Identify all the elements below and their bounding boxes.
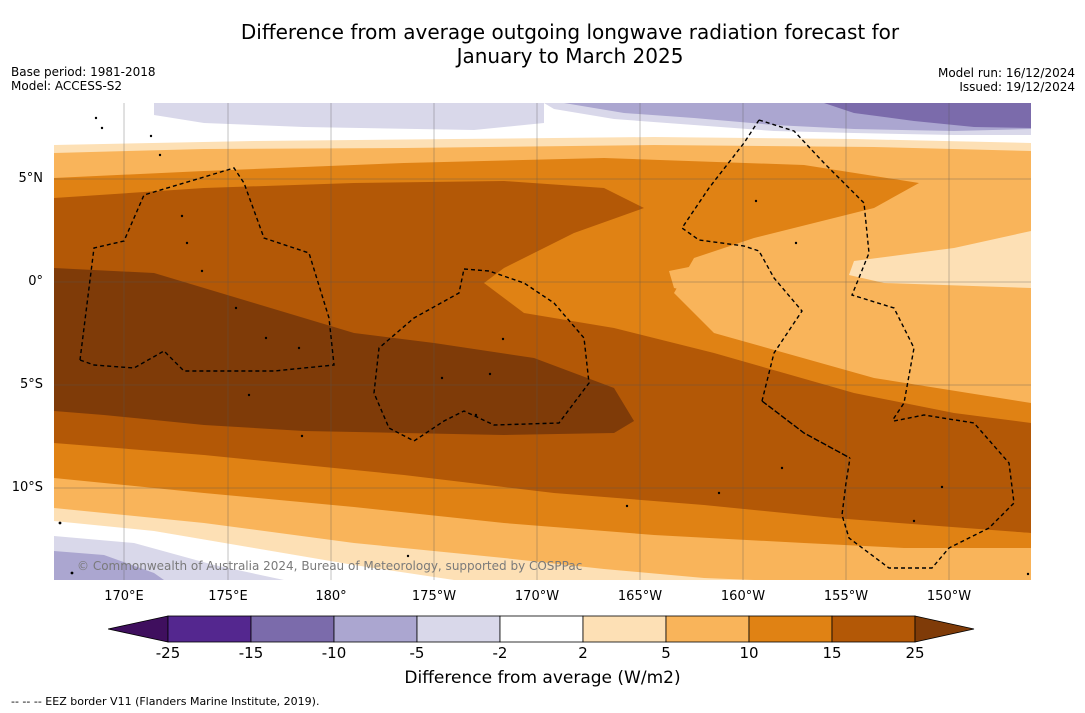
colorbar-extend-low	[107, 615, 169, 643]
cbar-tick-25: 25	[905, 644, 925, 662]
copyright-notice: © Commonwealth of Australia 2024, Bureau…	[77, 559, 583, 573]
cbar-tick-10: 10	[739, 644, 759, 662]
title-line-1: Difference from average outgoing longwav…	[240, 20, 900, 44]
model-name: Model: ACCESS-S2	[11, 79, 123, 93]
lat-label-5s: 5°S	[19, 377, 43, 392]
band-minus2-minus5-north	[154, 103, 544, 130]
colorbar-segment	[665, 615, 750, 643]
lon-label-155w: 155°W	[823, 589, 869, 604]
lat-label-10s: 10°S	[11, 480, 43, 495]
lat-label-5n: 5°N	[18, 171, 44, 186]
eez-legend-note: -- -- -- EEZ border V11 (Flanders Marine…	[11, 695, 320, 708]
colorbar-segment	[831, 615, 916, 643]
colorbar-segment	[250, 615, 335, 643]
cbar-tick-m25: -25	[155, 644, 181, 662]
map-area	[54, 103, 1031, 580]
colorbar-extend-high	[914, 615, 975, 643]
lat-label-0: 0°	[28, 274, 43, 289]
lon-label-160w: 160°W	[720, 589, 766, 604]
cbar-tick-m15: -15	[238, 644, 264, 662]
base-period: Base period: 1981-2018	[11, 65, 156, 79]
lon-label-175e: 175°E	[208, 589, 248, 604]
colorbar-segment	[333, 615, 418, 643]
cbar-tick-m2: -2	[492, 644, 508, 662]
lon-label-165w: 165°W	[617, 589, 663, 604]
map-title: Difference from average outgoing longwav…	[120, 20, 1020, 68]
meta-left: Base period: 1981-2018 Model: ACCESS-S2	[11, 65, 156, 93]
lon-label-150w: 150°W	[926, 589, 972, 604]
colorbar-segment	[582, 615, 667, 643]
islands	[58, 116, 1030, 576]
colorbar-svg	[107, 615, 975, 643]
cbar-tick-15: 15	[822, 644, 842, 662]
issued-date: Issued: 19/12/2024	[959, 80, 1075, 94]
lon-label-175w: 175°W	[411, 589, 457, 604]
band-minus5-minus10-south	[54, 551, 164, 580]
band-minus10-minus15-ne	[824, 103, 1031, 128]
map-svg	[54, 103, 1031, 580]
colorbar-segment	[748, 615, 833, 643]
cbar-tick-m10: -10	[321, 644, 347, 662]
band-above-25	[54, 268, 634, 435]
band-15-25	[54, 181, 1031, 533]
meta-right: Model run: 16/12/2024 Issued: 19/12/2024	[938, 66, 1075, 94]
colorbar-segment	[416, 615, 501, 643]
cbar-tick-m5: -5	[409, 644, 425, 662]
lon-label-170e: 170°E	[104, 589, 144, 604]
cbar-tick-2: 2	[578, 644, 588, 662]
lon-label-180: 180°	[315, 589, 347, 604]
eez-borders	[79, 119, 1015, 569]
colorbar-segment	[167, 615, 252, 643]
lon-label-170w: 170°W	[514, 589, 560, 604]
model-run: Model run: 16/12/2024	[937, 66, 1075, 80]
band-2-5-east	[849, 231, 1031, 288]
colorbar-title: Difference from average (W/m2)	[404, 668, 681, 688]
cbar-tick-5: 5	[661, 644, 671, 662]
colorbar-segment	[499, 615, 584, 643]
graticule	[54, 103, 1031, 580]
title-line-2: January to March 2025	[456, 44, 684, 68]
colorbar	[107, 615, 978, 643]
